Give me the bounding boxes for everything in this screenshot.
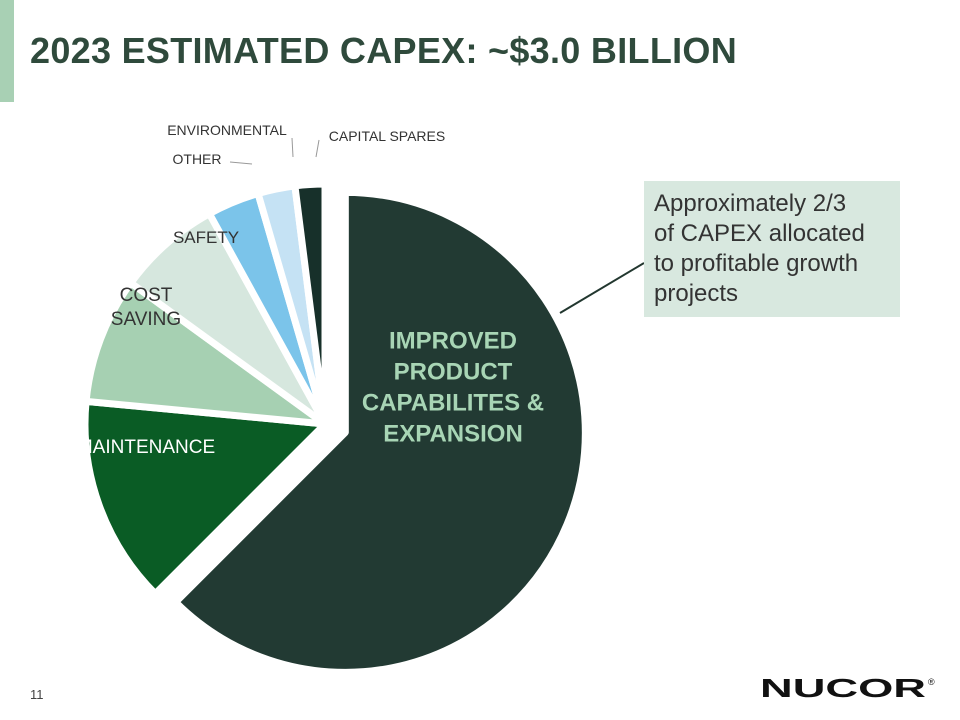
page-number: 11	[30, 687, 44, 702]
slice-label-line: MAINTENANCE	[77, 437, 215, 458]
callout-line: projects	[654, 280, 739, 307]
slice-label-line: OTHER	[173, 151, 222, 167]
slice-label-line: COST	[120, 285, 173, 306]
label-leader-line	[315, 139, 320, 158]
slice-label: CAPITAL SPARES	[329, 128, 445, 144]
growth-callout-box: Approximately 2/3 of CAPEX allocated to …	[644, 181, 900, 317]
nucor-logo: NUCOR ®	[760, 676, 935, 702]
slice-label: SAFETY	[173, 228, 239, 247]
pie-slice-cost-saving	[82, 279, 329, 428]
slice-label-line: IMPROVED	[389, 328, 517, 355]
slice-label: ENVIRONMENTAL	[167, 122, 287, 138]
slice-label: IMPROVED PRODUCT CAPABILITES & EXPANSION	[362, 328, 544, 448]
callout-line: of CAPEX allocated	[654, 220, 865, 247]
slice-label-line: CAPITAL SPARES	[329, 128, 445, 144]
pie-slices	[81, 180, 589, 676]
slide-title: 2023 ESTIMATED CAPEX: ~$3.0 BILLION	[30, 30, 738, 71]
callout-leader-line	[559, 262, 645, 314]
slice-label: COST SAVING	[111, 285, 181, 330]
callout-line: to profitable growth	[654, 250, 859, 277]
label-leader-line	[291, 137, 294, 158]
label-leader-line	[229, 161, 253, 165]
slice-label-line: EXPANSION	[383, 421, 523, 448]
slice-label-line: PRODUCT	[394, 359, 513, 386]
registered-mark: ®	[928, 677, 935, 687]
title-accent-bar	[0, 0, 14, 102]
slice-label: MAINTENANCE	[77, 437, 215, 458]
callout-line: Approximately 2/3	[654, 190, 847, 217]
pie-slice-maintenance	[81, 397, 329, 598]
pie-slice-capital-spares	[291, 180, 329, 428]
nucor-wordmark: NUCOR	[760, 676, 926, 702]
slice-label-line: SAFETY	[173, 228, 239, 247]
slice-label-line: CAPABILITES &	[362, 390, 544, 417]
label-leader-lines	[229, 137, 320, 165]
slice-label-line: ENVIRONMENTAL	[167, 122, 287, 138]
pie-slice-improved-product-capabilites-expansion	[172, 188, 589, 676]
slice-label: OTHER	[173, 151, 222, 167]
slice-labels: IMPROVED PRODUCT CAPABILITES & EXPANSION MAI…	[77, 122, 544, 458]
slice-label-line: SAVING	[111, 309, 181, 330]
